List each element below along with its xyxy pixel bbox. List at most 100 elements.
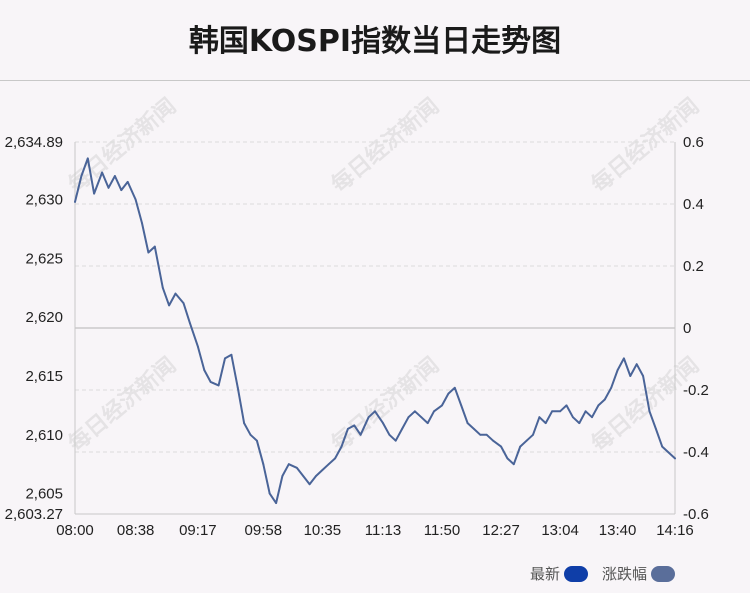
data-point: [506, 457, 509, 460]
data-point: [353, 424, 356, 427]
data-point: [147, 251, 150, 254]
data-point: [161, 286, 164, 289]
data-point: [281, 475, 284, 477]
data-point: [565, 404, 568, 407]
data-point: [466, 422, 469, 424]
data-point: [426, 422, 429, 424]
data-point: [382, 422, 384, 424]
data-point: [275, 502, 277, 504]
data-point: [610, 386, 613, 389]
x-tick-label: 11:13: [365, 522, 401, 539]
data-point: [359, 433, 362, 436]
data-point: [295, 466, 298, 469]
y-left-tick-label: 2,610: [25, 427, 63, 444]
data-point: [642, 375, 644, 377]
data-point: [635, 363, 638, 366]
data-point: [168, 304, 171, 307]
data-point: [655, 428, 657, 430]
y-right-tick-label: 0: [683, 320, 691, 337]
y-right-tick-label: 0.2: [683, 258, 704, 275]
data-point: [538, 416, 541, 419]
x-tick-label: 10:35: [304, 522, 342, 539]
x-tick-label: 09:58: [245, 522, 283, 539]
data-point: [584, 410, 587, 413]
y-left-tick-label: 2,634.89: [5, 134, 63, 151]
title-divider: [0, 80, 750, 81]
data-point: [394, 439, 397, 442]
data-point: [315, 475, 317, 477]
data-point: [433, 410, 435, 413]
data-point: [591, 416, 593, 419]
data-point: [551, 410, 553, 413]
y-left-tick-label: 2,620: [25, 309, 63, 326]
data-point: [249, 433, 252, 436]
legend-item-latest[interactable]: 最新: [530, 563, 589, 584]
data-point: [308, 483, 311, 486]
data-point: [182, 302, 185, 304]
y-left-tick-label: 2,605: [25, 486, 63, 503]
data-point: [407, 416, 410, 419]
data-point: [80, 175, 83, 177]
data-point: [559, 410, 561, 413]
data-point: [334, 457, 336, 460]
data-point: [479, 433, 482, 436]
x-tick-label: 08:00: [56, 522, 94, 539]
x-tick-label: 13:04: [541, 522, 579, 539]
data-point: [661, 445, 664, 448]
data-point: [623, 357, 625, 360]
data-point: [327, 463, 330, 466]
data-point: [174, 292, 177, 295]
data-point: [532, 433, 534, 436]
legend-label-latest: 最新: [530, 565, 561, 583]
data-point: [603, 398, 606, 401]
data-point: [268, 492, 271, 495]
data-point: [347, 428, 349, 430]
data-point: [217, 384, 220, 387]
data-point: [243, 422, 246, 424]
y-left-tick-label: 2,603.27: [5, 506, 63, 523]
data-point: [441, 404, 443, 407]
data-point: [189, 322, 191, 324]
data-point: [401, 428, 403, 430]
data-point: [321, 469, 324, 471]
y-left-tick-label: 2,615: [25, 368, 63, 385]
data-point: [544, 422, 547, 424]
y-right-tick-label: -0.2: [683, 382, 709, 399]
data-point: [447, 392, 450, 395]
chart-title: 韩国KOSPI指数当日走势图: [188, 24, 562, 59]
data-point: [374, 410, 376, 413]
data-point: [230, 353, 233, 356]
data-point: [287, 463, 290, 466]
legend-swatch-latest: [564, 565, 589, 582]
x-tick-label: 13:40: [599, 522, 637, 539]
data-point: [153, 245, 156, 248]
data-point: [203, 369, 206, 371]
data-point: [578, 422, 581, 424]
data-point: [453, 386, 456, 389]
y-right-tick-label: -0.6: [683, 506, 709, 523]
data-point: [667, 451, 670, 454]
data-point: [648, 410, 651, 413]
data-point: [224, 357, 226, 360]
data-point: [367, 416, 370, 419]
legend-item-change[interactable]: 涨跌幅: [602, 563, 676, 584]
data-point: [141, 222, 143, 225]
legend: 最新 涨跌幅: [530, 563, 689, 584]
data-point: [86, 157, 89, 160]
data-point: [302, 475, 305, 477]
x-tick-label: 09:17: [179, 522, 217, 539]
data-point: [340, 445, 343, 448]
data-point: [114, 175, 116, 177]
x-tick-label: 11:50: [424, 522, 460, 539]
y-left-tick-label: 2,630: [25, 192, 63, 209]
y-right-tick-label: -0.4: [683, 444, 709, 461]
data-point: [629, 375, 632, 377]
data-point: [126, 181, 129, 183]
data-point: [197, 345, 199, 348]
data-point: [500, 445, 502, 448]
data-point: [473, 428, 475, 430]
legend-label-change: 涨跌幅: [602, 565, 648, 583]
data-point: [256, 439, 258, 442]
x-tick-label: 14:16: [656, 522, 694, 539]
